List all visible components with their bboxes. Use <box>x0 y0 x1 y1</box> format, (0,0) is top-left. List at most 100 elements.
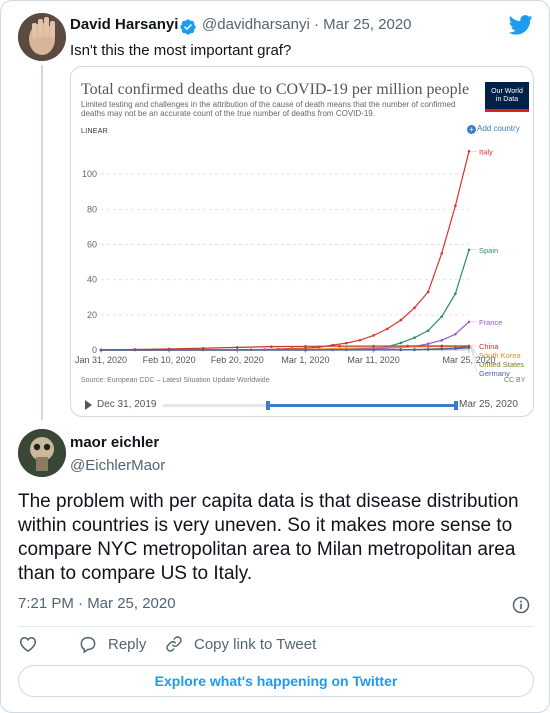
tweet-text: Isn't this the most important graf? <box>70 42 292 59</box>
timeline-selection <box>268 404 456 407</box>
data-point <box>406 344 409 348</box>
data-point <box>413 348 416 352</box>
x-tick-label: Jan 31, 2020 <box>75 355 127 365</box>
series-label: Germany <box>479 369 510 378</box>
data-point <box>338 344 341 348</box>
series-label: Spain <box>479 246 498 255</box>
x-tick-label: Feb 10, 2020 <box>143 355 196 365</box>
data-point <box>304 345 307 348</box>
owid-logo: Our World in Data <box>485 82 529 112</box>
heart-icon <box>19 636 37 652</box>
reply-icon <box>80 637 96 654</box>
series-label: Italy <box>479 147 493 156</box>
data-point <box>99 348 103 352</box>
reply-button[interactable]: Reply <box>78 634 146 654</box>
data-point <box>399 341 403 345</box>
reply-author-name[interactable]: maor eichler <box>70 434 160 451</box>
explore-twitter-button[interactable]: Explore what's happening on Twitter <box>18 665 534 697</box>
data-point <box>467 248 471 252</box>
x-tick-label: Mar 25, 2020 <box>442 355 495 365</box>
y-tick-label: 20 <box>87 310 97 320</box>
data-point <box>358 338 362 342</box>
timeline-start-handle[interactable] <box>266 401 271 410</box>
timeline-end-label: Mar 25, 2020 <box>459 399 518 410</box>
owid-logo-line2: in Data <box>495 96 519 103</box>
owid-logo-line1: Our World <box>491 88 523 95</box>
reply-tweet-text: The problem with per capita data is that… <box>18 491 519 584</box>
data-point <box>467 320 471 324</box>
data-point <box>467 150 471 153</box>
series-label: United States <box>479 360 524 369</box>
verified-badge-icon <box>180 19 196 35</box>
data-point <box>426 348 430 351</box>
data-point <box>467 346 471 350</box>
chart-title: Total confirmed deaths due to COVID-19 p… <box>81 81 470 98</box>
chart-subtitle: Limited testing and challenges in the at… <box>81 100 456 118</box>
label-leader <box>470 346 478 365</box>
copy-link-label: Copy link to Tweet <box>194 635 317 653</box>
y-tick-label: 80 <box>87 204 97 214</box>
x-tick-label: Feb 20, 2020 <box>211 355 264 365</box>
timeline-end-handle[interactable] <box>454 401 458 410</box>
series-line-china <box>100 345 469 351</box>
series-label: France <box>479 318 502 327</box>
reply-author-handle[interactable]: @EichlerMaor <box>70 457 166 474</box>
thread-line <box>41 65 43 420</box>
divider <box>18 626 534 627</box>
data-point <box>440 315 444 318</box>
plus-icon: + <box>467 125 476 134</box>
data-point <box>235 346 239 349</box>
data-point <box>440 344 444 348</box>
scale-toggle[interactable]: LINEAR <box>81 128 109 135</box>
data-point <box>270 345 273 348</box>
add-country-label: Add country <box>477 124 520 133</box>
avatar-maor-eichler[interactable] <box>18 429 66 477</box>
chart-license: CC BY <box>504 377 526 384</box>
data-point <box>413 336 416 339</box>
chart-image-card[interactable]: Total confirmed deaths due to COVID-19 p… <box>70 66 534 417</box>
data-point <box>440 339 444 342</box>
author-handle-date[interactable]: @davidharsanyi · Mar 25, 2020 <box>202 16 412 33</box>
timeline-slider: Dec 31, 2019 Mar 25, 2020 <box>71 392 533 416</box>
tweet-timestamp[interactable]: 7:21 PM · Mar 25, 2020 <box>18 595 176 612</box>
play-icon[interactable] <box>85 400 92 410</box>
data-point <box>454 204 457 208</box>
data-point <box>454 347 457 350</box>
data-point <box>440 347 444 351</box>
author-name[interactable]: David Harsanyi <box>70 16 179 33</box>
data-point <box>454 292 457 296</box>
data-point <box>454 332 457 336</box>
data-point <box>413 306 416 310</box>
data-point <box>372 334 375 337</box>
line-chart: 0 20 40 60 80 100 Jan 31, 2020 Feb 10, 2020 Feb … <box>75 147 524 378</box>
copy-link-button[interactable]: Copy link to Tweet <box>164 634 316 654</box>
twitter-bird-icon[interactable] <box>509 15 533 35</box>
series-line-italy <box>101 151 470 351</box>
add-country-button[interactable]: + Add country <box>467 124 520 134</box>
label-leader <box>470 347 478 374</box>
y-tick-label: 0 <box>92 345 97 355</box>
data-point <box>399 348 403 352</box>
like-button[interactable] <box>18 634 48 654</box>
timeline-track[interactable] <box>163 401 458 410</box>
data-point <box>426 290 430 294</box>
chart-source: Source: European CDC – Latest Situation … <box>81 377 270 384</box>
reply-label: Reply <box>108 635 147 653</box>
avatar-david-harsanyi[interactable] <box>18 13 66 61</box>
series-label: South Korea <box>479 351 522 360</box>
y-tick-label: 60 <box>87 240 97 250</box>
data-point <box>467 344 471 348</box>
info-icon[interactable] <box>511 595 531 615</box>
data-point <box>399 318 403 322</box>
link-icon <box>166 636 182 652</box>
label-leader <box>470 345 478 356</box>
data-point <box>440 251 444 255</box>
data-point <box>372 344 375 348</box>
data-point <box>304 348 307 352</box>
x-tick-label: Mar 11, 2020 <box>347 355 399 365</box>
series-label: China <box>479 342 499 351</box>
data-point <box>426 342 430 346</box>
y-tick-label: 100 <box>82 169 97 179</box>
x-tick-label: Mar 1, 2020 <box>281 355 329 365</box>
